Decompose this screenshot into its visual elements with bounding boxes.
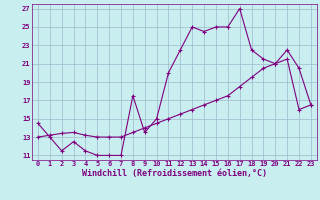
X-axis label: Windchill (Refroidissement éolien,°C): Windchill (Refroidissement éolien,°C) <box>82 169 267 178</box>
